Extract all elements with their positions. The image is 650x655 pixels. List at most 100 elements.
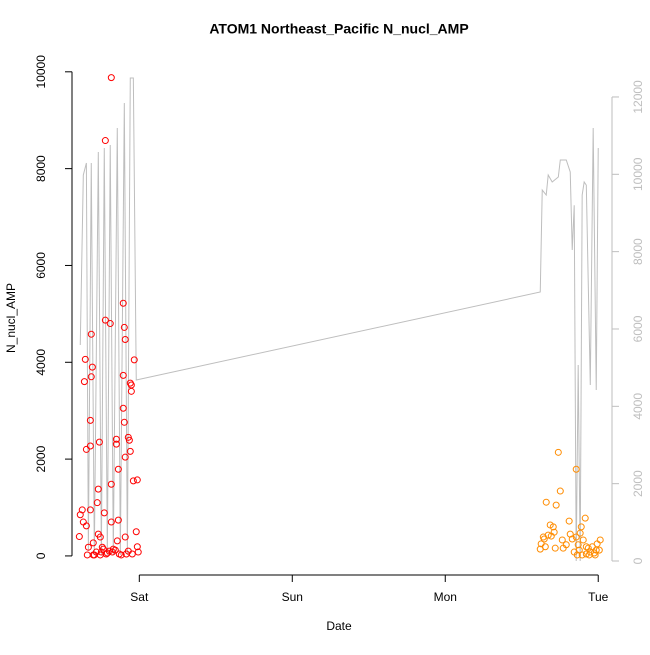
- point: [595, 546, 603, 554]
- point: [572, 533, 580, 541]
- point: [127, 387, 135, 395]
- point: [574, 541, 582, 549]
- point: [554, 448, 562, 456]
- point: [124, 547, 132, 555]
- point: [596, 536, 604, 544]
- point: [579, 536, 587, 544]
- point: [584, 544, 592, 552]
- point: [120, 323, 128, 331]
- point: [112, 440, 120, 448]
- point: [82, 445, 90, 453]
- point: [556, 487, 564, 495]
- point: [121, 453, 129, 461]
- point: [107, 518, 115, 526]
- y-axis-title: N_nucl_AMP: [4, 283, 18, 353]
- y-tick-label: 10000: [34, 55, 48, 89]
- point: [103, 549, 111, 557]
- point: [119, 404, 127, 412]
- point: [84, 543, 92, 551]
- point: [78, 506, 86, 514]
- point: [115, 550, 123, 558]
- point: [125, 436, 133, 444]
- point: [98, 543, 106, 551]
- point: [562, 541, 570, 549]
- point: [87, 373, 95, 381]
- point: [107, 74, 115, 82]
- point: [133, 543, 141, 551]
- point: [130, 356, 138, 364]
- x-tick-label: Sun: [282, 590, 303, 604]
- point: [578, 551, 586, 559]
- point: [86, 506, 94, 514]
- point: [558, 536, 566, 544]
- y2-tick-label: 8000: [631, 238, 645, 265]
- point: [106, 320, 114, 328]
- point: [542, 498, 550, 506]
- point: [126, 447, 134, 455]
- point: [80, 378, 88, 386]
- point: [112, 435, 120, 443]
- point: [120, 418, 128, 426]
- y2-tick-label: 0: [631, 557, 645, 564]
- point: [88, 363, 96, 371]
- y-tick-label: 8000: [34, 155, 48, 182]
- point: [577, 523, 585, 531]
- point: [95, 438, 103, 446]
- point: [96, 533, 104, 541]
- point: [551, 544, 559, 552]
- point: [107, 480, 115, 488]
- x-axis-title: Date: [326, 619, 352, 633]
- point: [552, 501, 560, 509]
- point: [129, 477, 137, 485]
- point: [114, 465, 122, 473]
- point: [81, 355, 89, 363]
- point: [544, 531, 552, 539]
- point: [550, 528, 558, 536]
- point: [101, 316, 109, 324]
- y-tick-label: 2000: [34, 445, 48, 472]
- x-tick-label: Mon: [434, 590, 457, 604]
- point: [121, 336, 129, 344]
- point: [541, 543, 549, 551]
- point: [119, 371, 127, 379]
- y2-tick-label: 6000: [631, 315, 645, 342]
- point: [86, 442, 94, 450]
- point: [75, 533, 83, 541]
- point: [113, 537, 121, 545]
- point: [133, 476, 141, 484]
- point: [568, 535, 576, 543]
- y2-tick-label: 12000: [631, 80, 645, 114]
- line: [79, 77, 599, 562]
- point: [134, 548, 142, 556]
- point: [93, 499, 101, 507]
- y2-tick-label: 10000: [631, 157, 645, 191]
- point: [87, 330, 95, 338]
- point: [92, 548, 100, 556]
- y2-tick-label: 4000: [631, 393, 645, 420]
- point: [573, 551, 581, 559]
- point: [591, 551, 599, 559]
- point: [114, 516, 122, 524]
- point: [111, 546, 119, 554]
- y-tick-label: 6000: [34, 252, 48, 279]
- point: [132, 528, 140, 536]
- point: [119, 299, 127, 307]
- point: [121, 533, 129, 541]
- point: [572, 465, 580, 473]
- y2-tick-label: 2000: [631, 470, 645, 497]
- point: [540, 535, 548, 543]
- point: [86, 416, 94, 424]
- point: [549, 523, 557, 531]
- x-tick-label: Tue: [588, 590, 609, 604]
- point: [101, 137, 109, 145]
- chart-title: ATOM1 Northeast_Pacific N_nucl_AMP: [209, 21, 468, 37]
- point: [94, 485, 102, 493]
- point: [82, 522, 90, 530]
- point: [581, 514, 589, 522]
- y-tick-label: 4000: [34, 349, 48, 376]
- point: [565, 517, 573, 525]
- point: [89, 539, 97, 547]
- x-tick-label: Sat: [130, 590, 149, 604]
- y-tick-label: 0: [34, 552, 48, 559]
